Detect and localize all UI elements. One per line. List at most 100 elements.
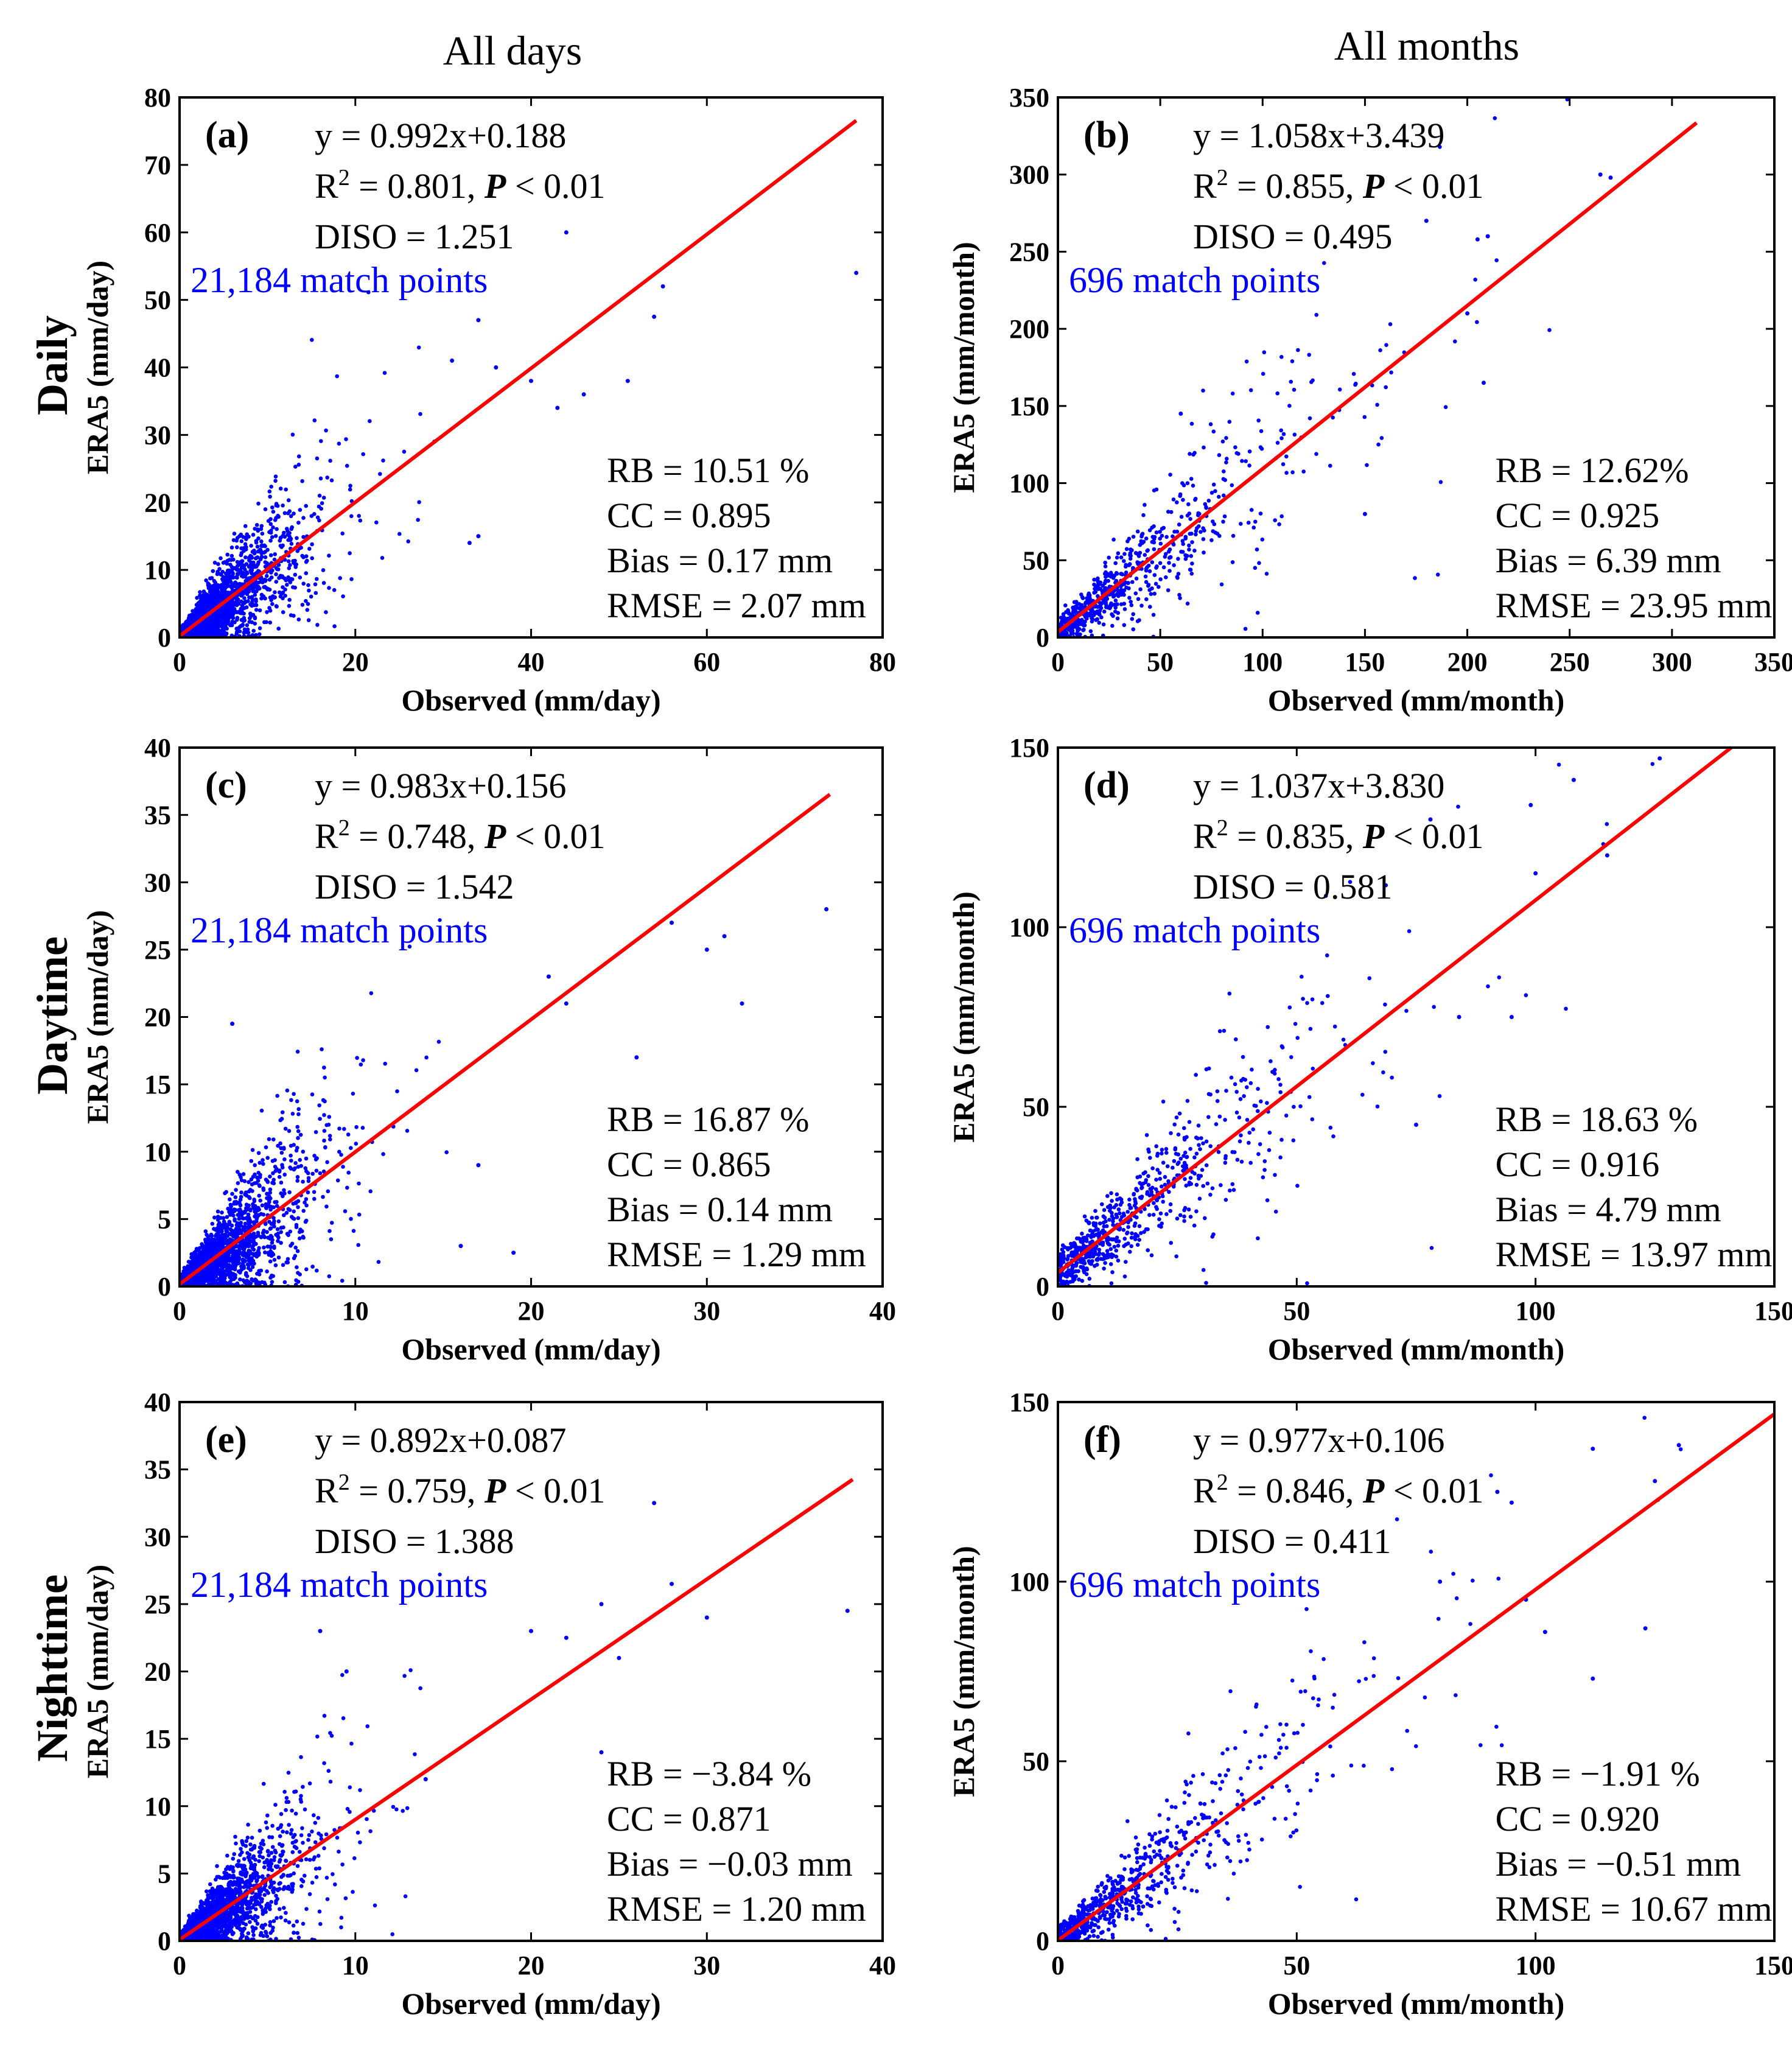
data-point <box>309 514 314 518</box>
data-point <box>265 610 269 614</box>
data-point <box>239 594 244 598</box>
data-point <box>295 1050 300 1054</box>
data-point <box>303 1200 307 1205</box>
data-point <box>1136 597 1141 601</box>
data-point <box>1190 561 1194 566</box>
data-point <box>211 614 215 618</box>
data-point <box>212 579 217 583</box>
data-point <box>229 545 234 550</box>
data-point <box>328 1137 332 1141</box>
data-point <box>1107 555 1111 560</box>
data-point <box>312 1190 317 1194</box>
data-point <box>202 600 207 605</box>
data-point <box>1129 600 1133 604</box>
data-point <box>236 1181 240 1185</box>
data-point <box>327 1115 332 1119</box>
data-point <box>254 523 259 527</box>
data-point <box>1201 526 1205 530</box>
data-point <box>259 596 264 601</box>
data-point <box>328 458 332 463</box>
data-point <box>235 572 240 576</box>
data-point <box>296 454 301 458</box>
data-point <box>1134 577 1139 581</box>
diso-value: DISO = 1.251 <box>315 217 514 256</box>
data-point <box>303 1166 308 1171</box>
data-point <box>581 392 586 397</box>
data-point <box>1135 552 1139 556</box>
data-point <box>275 527 279 531</box>
data-point <box>263 596 267 601</box>
data-point <box>263 555 268 559</box>
data-point <box>307 547 312 551</box>
data-point <box>240 582 244 587</box>
data-point <box>1153 581 1158 586</box>
data-point <box>344 437 348 441</box>
data-point <box>1436 572 1440 577</box>
data-point <box>1219 582 1224 587</box>
data-point <box>1099 606 1104 611</box>
r2-value: = 0.855, <box>1228 166 1363 206</box>
data-point <box>1187 511 1192 516</box>
data-point <box>1181 542 1185 546</box>
data-point <box>301 516 306 520</box>
data-point <box>228 623 233 628</box>
x-axis-label: Observed (mm/day) <box>401 683 660 717</box>
data-point <box>220 589 225 594</box>
data-point <box>325 475 329 480</box>
data-point <box>397 531 402 536</box>
data-point <box>245 627 250 632</box>
data-point <box>1351 371 1356 376</box>
data-point <box>1314 452 1318 456</box>
data-point <box>1206 499 1211 503</box>
data-point <box>315 577 319 581</box>
data-point <box>1331 415 1335 420</box>
data-point <box>278 594 283 598</box>
data-point <box>322 1129 327 1133</box>
y-tick-label: 70 <box>144 150 171 180</box>
data-point <box>1224 436 1228 440</box>
data-point <box>220 1233 224 1238</box>
data-point <box>201 595 205 599</box>
data-point <box>416 517 420 522</box>
data-point <box>215 588 219 592</box>
data-point <box>293 1161 298 1165</box>
data-point <box>1127 536 1132 541</box>
data-point <box>286 538 291 542</box>
data-point <box>1261 371 1265 376</box>
data-point <box>273 517 278 522</box>
data-point <box>304 1203 309 1208</box>
y-tick-label: 0 <box>158 623 171 653</box>
data-point <box>273 534 278 538</box>
data-point <box>254 1282 259 1286</box>
data-point <box>289 577 293 581</box>
data-point <box>349 1146 353 1150</box>
data-point <box>259 555 264 559</box>
data-point <box>262 1245 266 1250</box>
data-point <box>287 598 292 602</box>
data-point <box>234 1201 239 1206</box>
r-squared-text: R2 = 0.855, P < 0.01 <box>1193 165 1484 206</box>
data-point <box>231 538 236 542</box>
data-point <box>1080 617 1084 622</box>
data-point <box>295 1099 299 1104</box>
data-point <box>298 575 303 580</box>
data-point <box>1113 561 1118 566</box>
data-point <box>1074 600 1079 604</box>
data-point <box>215 631 220 636</box>
data-point <box>237 625 242 629</box>
data-point <box>345 463 349 468</box>
data-point <box>307 588 311 593</box>
data-point <box>321 496 326 500</box>
data-point <box>327 586 331 590</box>
data-point <box>1172 563 1176 567</box>
data-point <box>1160 533 1164 538</box>
data-point <box>1453 339 1457 344</box>
data-point <box>1188 567 1193 572</box>
data-point <box>1124 570 1129 575</box>
data-point <box>327 1274 332 1278</box>
data-point <box>1213 530 1217 535</box>
data-point <box>1076 626 1080 631</box>
data-point <box>467 541 472 545</box>
data-point <box>268 620 273 625</box>
data-point <box>348 551 352 555</box>
